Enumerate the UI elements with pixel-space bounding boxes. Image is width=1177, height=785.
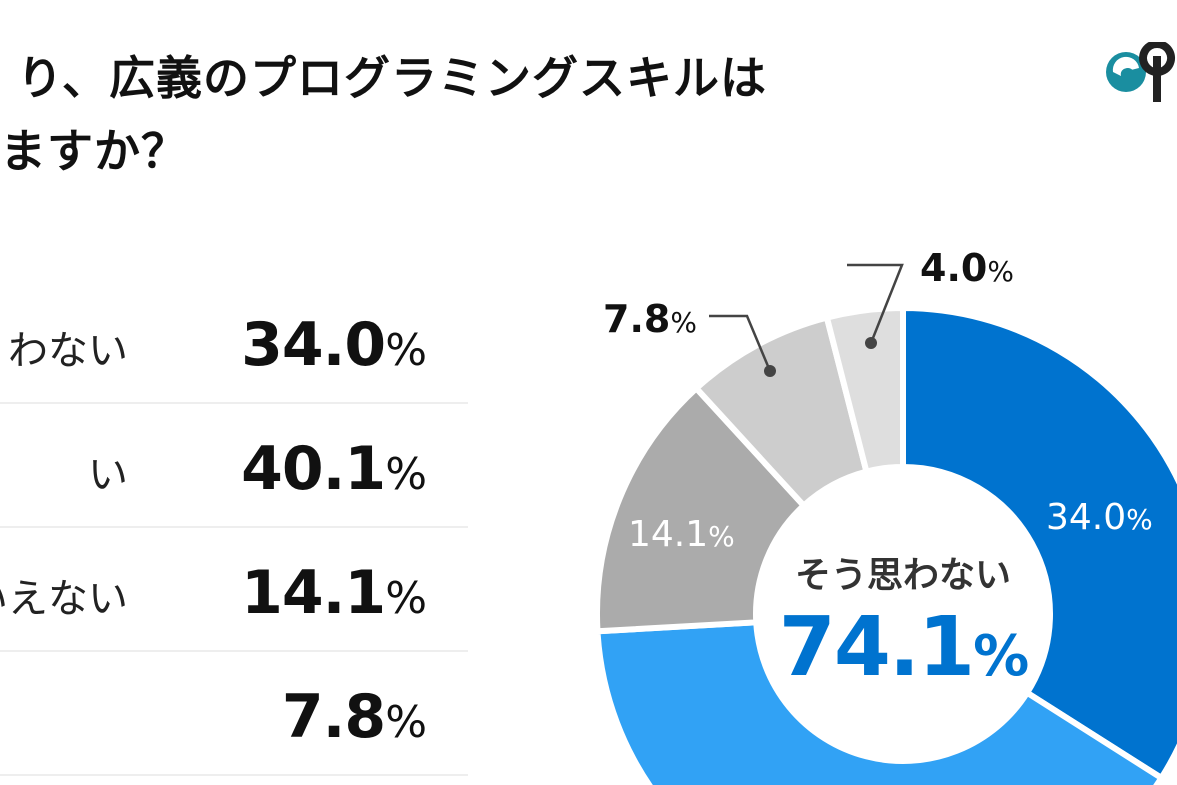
table-row: いえない 14.1% [0, 528, 468, 652]
callout-7-8: 7.8% [603, 297, 697, 341]
chart-title-line2: ますか？ [0, 124, 188, 178]
slice-label-34: 34.0% [1046, 497, 1153, 538]
donut-slice [823, 304, 906, 476]
center-value: 74.1% [778, 600, 1029, 695]
chart-title-line1: り、広義のプログラミングスキルは [16, 51, 767, 105]
logo-icon [1106, 42, 1176, 102]
slice-label-14: 14.1% [628, 514, 735, 555]
row-label: い [88, 452, 128, 498]
leader-dot [865, 337, 877, 349]
donut-slice [594, 384, 808, 635]
row-value: 34.0% [241, 310, 427, 380]
callout-4-0: 4.0% [920, 246, 1014, 290]
table-row: わない 34.0% [0, 280, 468, 404]
brand-logo [1103, 42, 1177, 102]
table-row: い 40.1% [0, 404, 468, 528]
donut-slice [900, 304, 1177, 783]
results-table: わない 34.0% い 40.1% いえない 14.1% 7.8% [0, 280, 468, 776]
row-label: わない [8, 328, 128, 374]
leader-line [847, 263, 904, 344]
row-value: 7.8% [281, 682, 427, 752]
leader-line [709, 314, 772, 372]
donut-slice [594, 619, 1166, 785]
row-value: 14.1% [241, 558, 427, 628]
row-label: いえない [0, 576, 128, 622]
table-row: 7.8% [0, 652, 468, 776]
leader-dot [764, 365, 776, 377]
center-label: そう思わない [794, 555, 1011, 596]
row-value: 40.1% [241, 434, 427, 504]
